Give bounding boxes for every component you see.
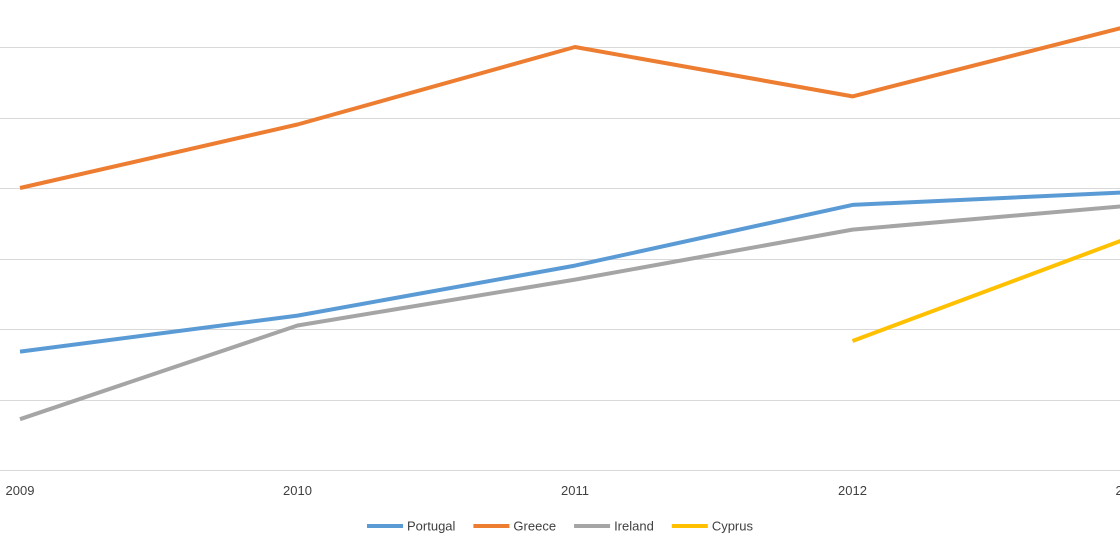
legend-label-portugal: Portugal [407, 519, 456, 534]
series-lines [19, 26, 1120, 422]
series-line-greece [19, 26, 1120, 190]
x-tick-label: 2013 [1116, 483, 1120, 498]
x-tick-label: 2009 [6, 483, 35, 498]
legend-label-ireland: Ireland [614, 519, 654, 534]
series-line-ireland [19, 204, 1120, 422]
legend-label-greece: Greece [513, 519, 556, 534]
x-tick-label: 2010 [283, 483, 312, 498]
series-line-portugal [19, 190, 1120, 354]
x-axis-tick-labels: 2009 2010 2011 2012 2013 [6, 483, 1120, 498]
series-line-cyprus [851, 238, 1120, 343]
x-tick-label: 2012 [838, 483, 867, 498]
legend: Portugal Greece Ireland Cyprus [367, 519, 753, 534]
gridlines [0, 47, 1120, 471]
legend-label-cyprus: Cyprus [712, 519, 754, 534]
x-tick-label: 2011 [561, 483, 589, 498]
